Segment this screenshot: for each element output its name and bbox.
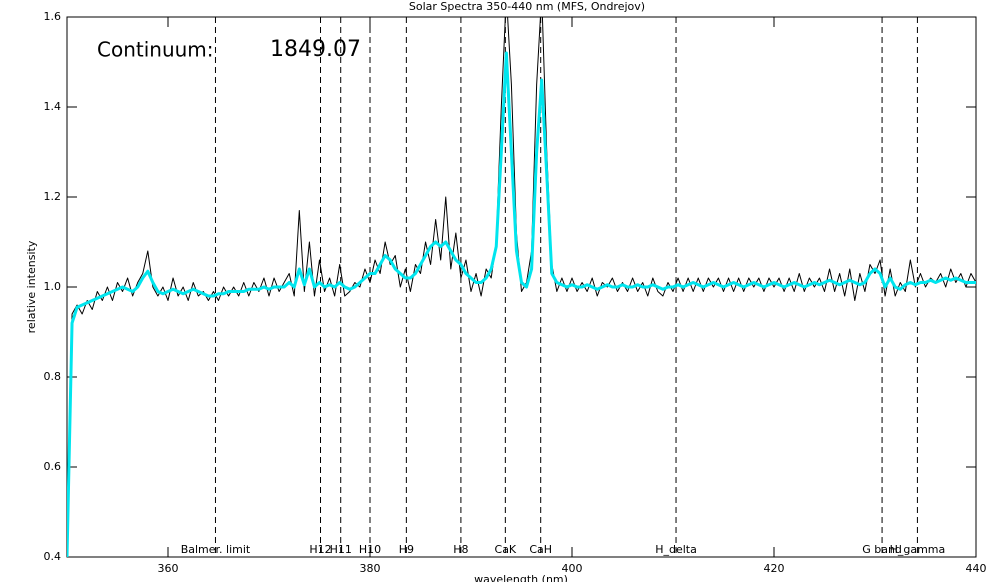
line-label: H9 [399, 543, 414, 556]
line-label: H12 [309, 543, 331, 556]
x-tick-label: 440 [966, 562, 987, 575]
y-tick-label: 1.6 [44, 10, 62, 23]
line-label: G band [862, 543, 902, 556]
x-tick-label: 400 [562, 562, 583, 575]
line-label: CaK [495, 543, 517, 556]
x-tick-label: 380 [360, 562, 381, 575]
y-tick-label: 0.4 [44, 550, 62, 563]
y-tick-label: 1.4 [44, 100, 62, 113]
annotation-value: 1849.07 [270, 37, 361, 62]
line-label: CaH [529, 543, 552, 556]
y-tick-label: 0.8 [44, 370, 62, 383]
line-label: H_delta [655, 543, 697, 556]
y-tick-label: 0.6 [44, 460, 62, 473]
x-tick-label: 360 [158, 562, 179, 575]
spectrum-line [67, 51, 976, 557]
x-tick-label: 420 [764, 562, 785, 575]
y-tick-label: 1.2 [44, 190, 62, 203]
y-axis-label: relative intensity [25, 240, 38, 333]
line-label: Balmer. limit [181, 543, 251, 556]
x-axis-label: wavelength (nm) [474, 573, 568, 582]
spectrum-line [67, 17, 976, 557]
annotation-label: Continuum: [97, 38, 214, 62]
line-label: H8 [453, 543, 468, 556]
line-label: H11 [330, 543, 352, 556]
line-label: H10 [359, 543, 381, 556]
chart-title: Solar Spectra 350-440 nm (MFS, Ondrejov) [409, 0, 645, 13]
line-label: H_gamma [890, 543, 946, 556]
y-tick-label: 1.0 [44, 280, 62, 293]
